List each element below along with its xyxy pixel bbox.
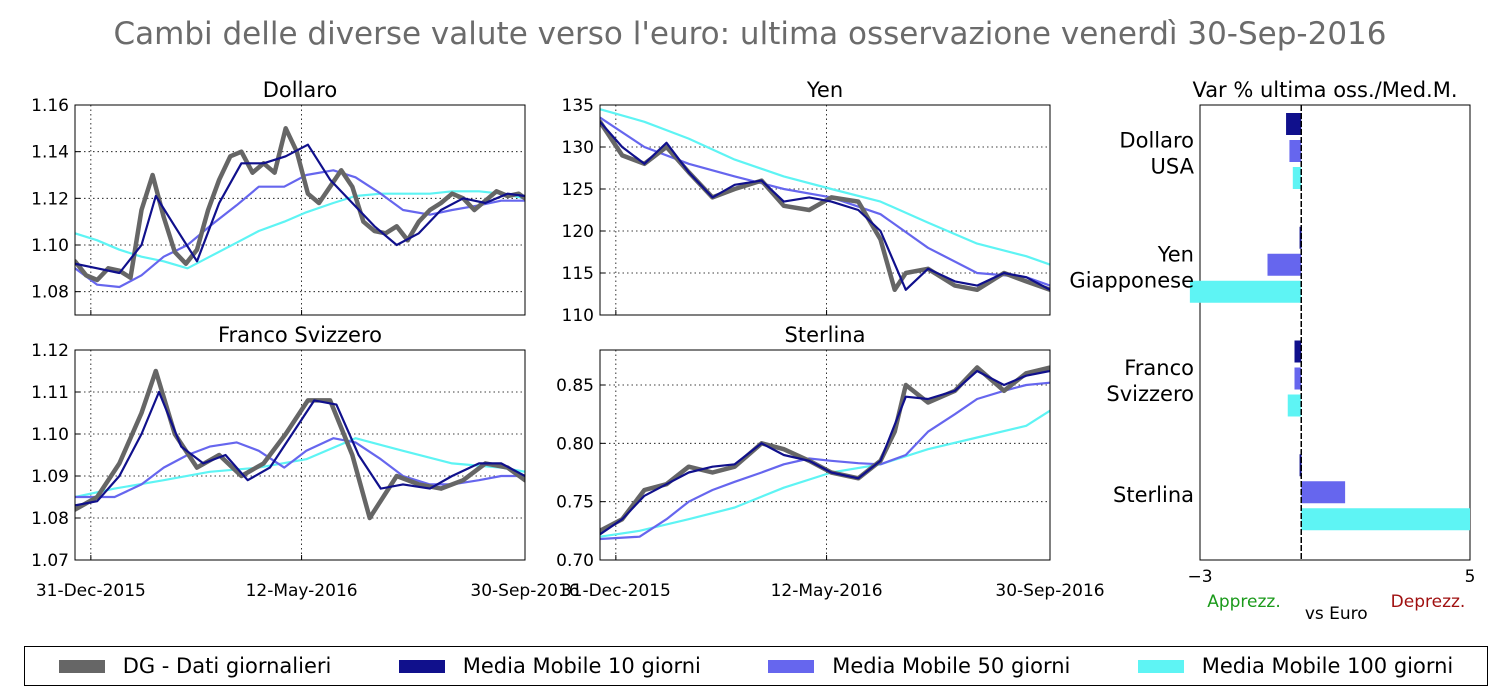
panel-franco-svizzero: 1.07 1.08 1.09 1.10 1.11 1.12 31-Dec-2015 12-Ma… (31, 323, 579, 601)
deprezz-note: Deprezz. (1391, 592, 1466, 612)
series-line-daily (600, 119, 1050, 293)
bar-ma50 (1267, 253, 1302, 276)
bar-ma100 (1287, 394, 1302, 417)
category-label: USA (1151, 155, 1195, 179)
panel-title: Var % ultima oss./Med.M. (1192, 78, 1457, 102)
x-tick-label: 5 (1465, 567, 1476, 587)
y-tick-label: 0.80 (556, 434, 594, 454)
series-line-ma10 (75, 390, 525, 507)
legend-item-ma10: Media Mobile 10 giorni (398, 654, 701, 678)
series-line-ma50 (75, 169, 525, 289)
y-tick-label: 120 (562, 222, 594, 242)
x-tick-label: 12-May-2016 (246, 581, 358, 601)
plot-frame (599, 349, 1051, 561)
panel-title: Dollaro (263, 78, 338, 102)
y-tick-label: 1.10 (31, 425, 69, 445)
category-label: Yen (1157, 242, 1194, 266)
x-axis-label: vs Euro (1305, 604, 1368, 624)
bar-ma10 (1286, 113, 1302, 135)
panel-title: Franco Svizzero (218, 323, 382, 347)
category-label: Franco (1124, 356, 1194, 380)
legend-swatch-ma10 (398, 659, 445, 673)
main-title: Cambi delle diverse valute verso l'euro:… (113, 16, 1387, 52)
y-tick-label: 1.16 (31, 96, 69, 116)
y-tick-label: 135 (562, 96, 594, 116)
y-tick-label: 1.12 (31, 189, 69, 209)
panel-sterlina: 0.70 0.75 0.80 0.85 31-Dec-2015 12-May-2016 30… (556, 323, 1104, 601)
charts-canvas: 1.081.101.121.141.16Dollaro1101151201251… (31, 78, 1475, 624)
y-tick-label: 0.85 (556, 376, 594, 396)
y-tick-label: 1.11 (31, 383, 69, 403)
x-tick-label: 31-Dec-2015 (36, 581, 146, 601)
y-tick-label: 0.75 (556, 493, 594, 513)
x-tick-label: 30-Sep-2016 (470, 581, 579, 601)
y-tick-label: 130 (562, 138, 594, 158)
legend-item-ma100: Media Mobile 100 giorni (1137, 654, 1454, 678)
series-line-ma100 (75, 190, 525, 270)
bar-ma50 (1301, 481, 1346, 504)
legend-label-ma10: Media Mobile 10 giorni (462, 654, 701, 678)
y-tick-label: 110 (562, 306, 594, 326)
plot-frame (599, 104, 1051, 316)
panel-yen: 110 115 120 125 130 135 Yen (562, 78, 1051, 326)
series-line-ma100 (600, 108, 1050, 266)
series-line-ma50 (75, 437, 525, 499)
series-line-daily (600, 365, 1050, 534)
series-line-ma50 (600, 381, 1050, 541)
series-group (75, 368, 525, 521)
series-group (600, 108, 1050, 293)
bar-ma50 (1294, 367, 1302, 390)
panel-title: Yen (806, 78, 843, 102)
series-group (75, 126, 525, 289)
plot-frame (1199, 104, 1471, 561)
bar-ma100 (1292, 167, 1302, 189)
legend-label-daily: DG - Dati giornalieri (122, 654, 332, 678)
category-label: Sterlina (1113, 483, 1194, 507)
apprezz-note: Apprezz. (1207, 592, 1281, 612)
panel-title: Sterlina (785, 323, 866, 347)
y-tick-label: 0.70 (556, 551, 594, 571)
x-tick-label: −3 (1187, 567, 1212, 587)
y-tick-label: 1.14 (31, 143, 69, 163)
legend: DG - Dati giornalieri Media Mobile 10 gi… (24, 646, 1488, 686)
bar-ma100 (1301, 508, 1470, 531)
series-line-daily (75, 368, 525, 521)
legend-label-ma100: Media Mobile 100 giorni (1201, 654, 1454, 678)
y-tick-label: 1.09 (31, 467, 69, 487)
y-tick-label: 1.08 (31, 283, 69, 303)
series-line-ma10 (75, 143, 525, 275)
y-tick-label: 1.12 (31, 341, 69, 361)
category-label: Giapponese (1069, 268, 1194, 292)
legend-item-daily: DG - Dati giornalieri (58, 654, 332, 678)
y-tick-label: 125 (562, 180, 594, 200)
legend-swatch-ma100 (1137, 659, 1184, 673)
panel-dollaro: 1.08 1.10 1.12 1.14 1.16 Dollaro (31, 78, 526, 316)
category-label: Svizzero (1106, 382, 1194, 406)
legend-swatch-daily (58, 659, 105, 673)
plot-frame (74, 349, 526, 561)
series-group (600, 365, 1050, 541)
series-line-ma10 (600, 369, 1050, 536)
x-tick-label: 30-Sep-2016 (995, 581, 1104, 601)
legend-label-ma50: Media Mobile 50 giorni (832, 654, 1071, 678)
legend-item-ma50: Media Mobile 50 giorni (768, 654, 1070, 678)
bar-ma100 (1189, 280, 1302, 303)
x-tick-label: 31-Dec-2015 (561, 581, 671, 601)
bar-ma10 (1294, 340, 1302, 363)
category-label: Dollaro (1119, 129, 1194, 153)
y-tick-label: 115 (562, 264, 594, 284)
plot-frame (74, 104, 526, 316)
x-tick-label: 12-May-2016 (771, 581, 883, 601)
legend-swatch-ma50 (768, 659, 815, 673)
series-line-ma100 (75, 437, 525, 499)
y-tick-label: 1.07 (31, 551, 69, 571)
series-line-ma10 (600, 120, 1050, 291)
series-line-daily (75, 126, 525, 283)
bar-ma50 (1289, 140, 1302, 162)
y-tick-label: 1.10 (31, 236, 69, 256)
y-tick-label: 1.08 (31, 509, 69, 529)
